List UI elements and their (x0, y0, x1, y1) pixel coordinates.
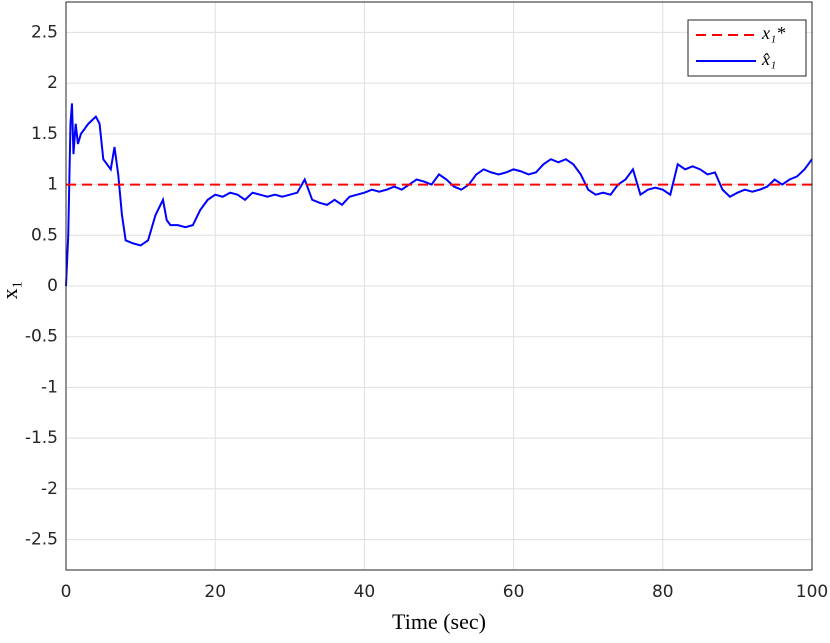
y-tick-label: -1 (41, 377, 58, 397)
legend-box (687, 19, 807, 77)
x-tick-label: 20 (204, 582, 226, 602)
y-tick-label: 2 (47, 73, 58, 93)
y-tick-label: 1.5 (31, 124, 58, 144)
data-line (65, 103, 813, 287)
legend-label: x̂₁ (761, 49, 776, 69)
plot-border (65, 1, 813, 571)
x-tick-label: 60 (503, 582, 525, 602)
y-tick-label: -0.5 (25, 327, 58, 347)
y-axis-label: x₁ (0, 281, 22, 300)
x-tick-label: 80 (652, 582, 674, 602)
x-axis-label: Time (sec) (392, 609, 486, 634)
y-tick-label: 0.5 (31, 225, 58, 245)
y-tick-label: -2 (41, 479, 58, 499)
x-tick-label: 0 (61, 582, 72, 602)
x-tick-label: 100 (796, 582, 828, 602)
legend-label: x₁* (761, 23, 785, 43)
y-tick-label: 0 (47, 276, 58, 296)
y-tick-label: 2.5 (31, 22, 58, 42)
y-tick-label: -2.5 (25, 530, 58, 550)
y-tick-label: 1 (47, 175, 58, 195)
x-tick-label: 40 (354, 582, 376, 602)
y-tick-label: -1.5 (25, 428, 58, 448)
